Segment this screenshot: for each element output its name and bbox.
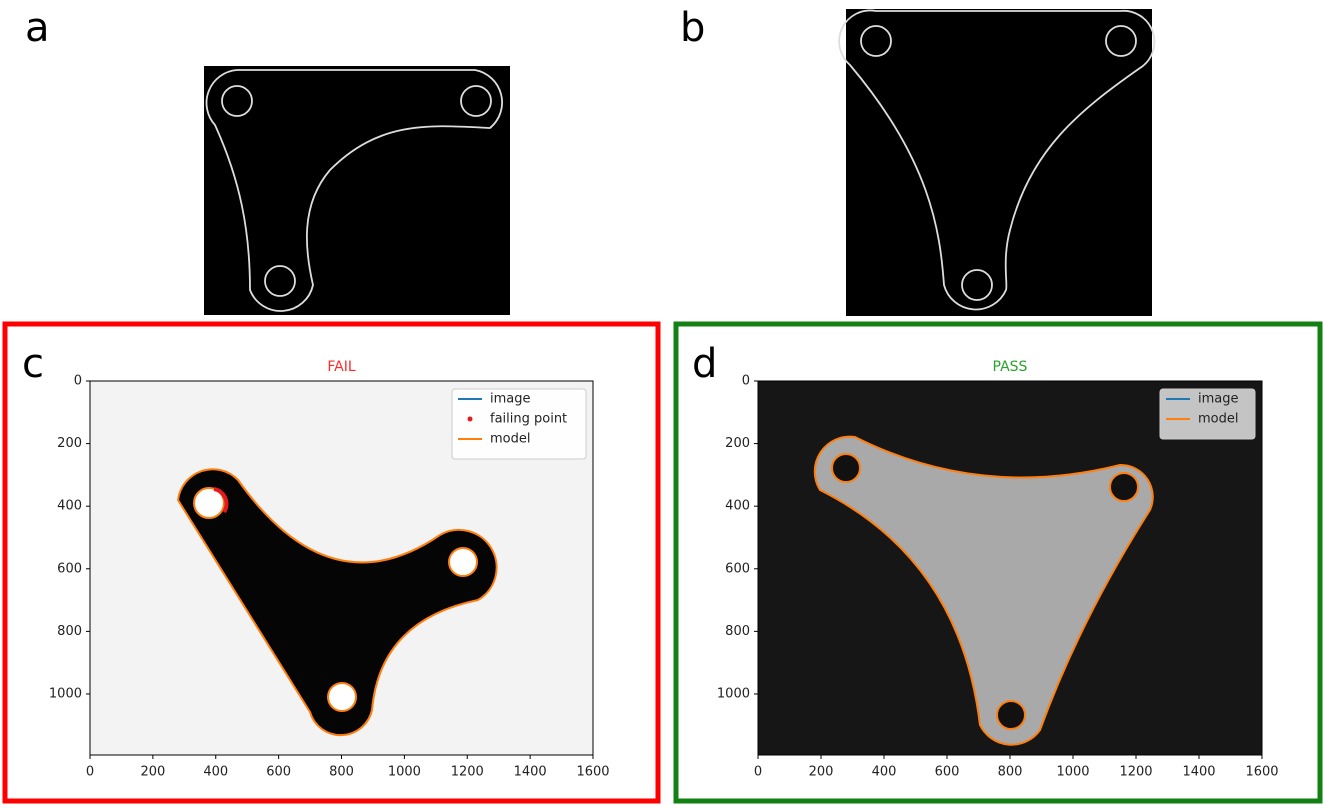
y-tick-label: 0 <box>74 374 82 389</box>
x-tick-label: 200 <box>809 765 834 780</box>
panel-label: c <box>22 341 44 387</box>
hole <box>997 701 1025 729</box>
y-tick-label: 1000 <box>717 686 750 701</box>
x-tick-label: 1600 <box>576 765 609 780</box>
hole <box>832 454 860 482</box>
y-tick-label: 0 <box>742 374 750 389</box>
legend-label: image <box>490 392 531 407</box>
x-tick-label: 600 <box>935 765 960 780</box>
x-tick-label: 0 <box>754 765 762 780</box>
x-tick-label: 1600 <box>1245 765 1278 780</box>
x-tick-label: 600 <box>266 765 291 780</box>
legend-marker <box>468 417 473 422</box>
x-tick-label: 1400 <box>1182 765 1215 780</box>
legend-label: image <box>1198 392 1239 407</box>
x-tick-label: 0 <box>86 765 94 780</box>
panel-label: d <box>692 341 717 387</box>
x-tick-label: 200 <box>140 765 165 780</box>
y-tick-label: 400 <box>57 499 82 514</box>
y-tick-label: 1000 <box>49 686 82 701</box>
figure: a b FAIL 0 200 400 600 800 1000 1200 1400 1600 0 200 4… <box>0 0 1323 805</box>
panel-label: a <box>25 5 50 51</box>
hole <box>1110 473 1138 501</box>
hole <box>328 683 356 711</box>
panel-label: b <box>680 5 705 51</box>
y-tick-label: 400 <box>725 499 750 514</box>
y-tick-label: 600 <box>725 561 750 576</box>
x-tick-label: 400 <box>872 765 897 780</box>
x-tick-label: 1000 <box>388 765 421 780</box>
y-tick-label: 800 <box>57 624 82 639</box>
y-tick-label: 200 <box>725 436 750 451</box>
legend-label: model <box>1198 412 1238 427</box>
y-tick-label: 600 <box>57 561 82 576</box>
legend-label: failing point <box>490 412 567 427</box>
x-tick-label: 400 <box>203 765 228 780</box>
y-tick-label: 200 <box>57 436 82 451</box>
x-tick-label: 1200 <box>451 765 484 780</box>
y-tick-label: 800 <box>725 624 750 639</box>
x-tick-label: 800 <box>329 765 354 780</box>
x-tick-label: 1200 <box>1119 765 1152 780</box>
panel-b-image <box>846 9 1152 316</box>
page: {"panels": [ {"label": "a"}, {"label": "… <box>0 0 1323 805</box>
legend-label: model <box>490 432 530 447</box>
hole <box>449 548 477 576</box>
panel-title: PASS <box>993 359 1028 375</box>
x-tick-label: 800 <box>998 765 1023 780</box>
x-tick-label: 1400 <box>514 765 547 780</box>
panel-title: FAIL <box>327 359 355 375</box>
x-tick-label: 1000 <box>1056 765 1089 780</box>
